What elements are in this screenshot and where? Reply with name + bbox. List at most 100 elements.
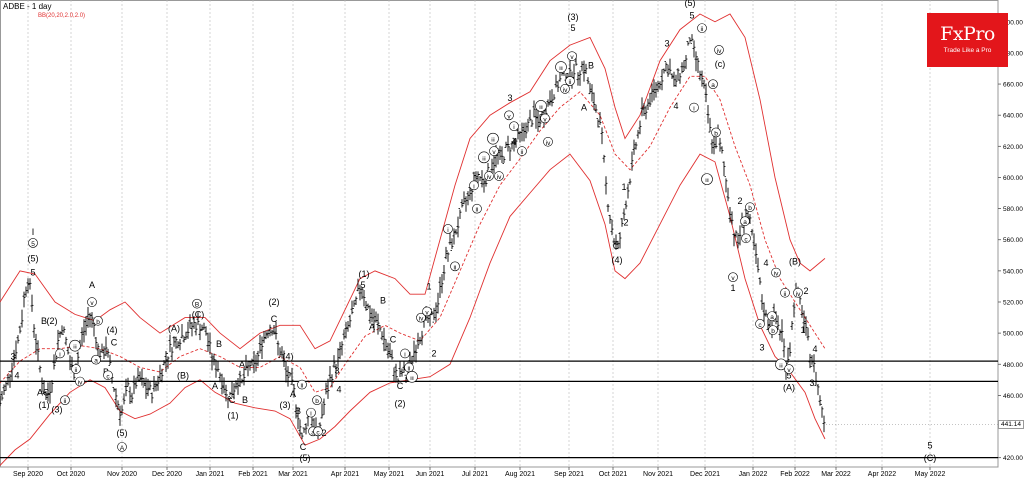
- wave-label: ii: [569, 79, 572, 86]
- x-tick-label: Sep 2021: [554, 471, 584, 478]
- wave-label: 4: [14, 370, 19, 380]
- wave-label-circle: [489, 146, 499, 156]
- wave-label-circle: [494, 171, 504, 181]
- wave-label: A: [89, 280, 95, 290]
- wave-label-circle: [740, 216, 750, 226]
- wave-label: ii: [784, 291, 787, 298]
- y-tick-label: 600.00: [1003, 175, 1023, 182]
- wave-label: ii: [75, 367, 78, 374]
- wave-label: (C): [192, 310, 205, 320]
- wave-label: iii: [539, 105, 542, 111]
- wave-label: 3: [809, 378, 814, 388]
- wave-label-circle: [540, 113, 550, 124]
- wave-label-circle: [192, 298, 202, 309]
- wave-label: B: [295, 406, 301, 416]
- wave-label-circle: [714, 45, 724, 55]
- wave-label: iv: [796, 291, 801, 298]
- wave-label-circle: [472, 203, 482, 214]
- x-tick-label: Dec 2020: [152, 471, 182, 478]
- wave-label: 4: [673, 101, 678, 111]
- wave-label: C: [300, 442, 307, 452]
- wave-label: ii: [454, 264, 457, 271]
- wave-label: B: [588, 60, 594, 70]
- wave-label: ii: [408, 365, 411, 372]
- wave-label: C: [390, 334, 397, 344]
- y-tick-label: 560.00: [1003, 237, 1023, 244]
- wave-label: c: [758, 322, 762, 329]
- wave-label: 3: [507, 93, 512, 103]
- wave-label: (5): [685, 0, 696, 8]
- wave-label-circle: [784, 364, 794, 374]
- wave-label-circle: [535, 100, 547, 112]
- wave-label: (5): [117, 428, 128, 438]
- wave-label: 3: [334, 366, 339, 376]
- wave-label: iii: [410, 376, 413, 382]
- x-tick-label: Apr 2021: [331, 471, 360, 478]
- wave-label: A: [212, 381, 218, 391]
- wave-label-circle: [517, 146, 527, 156]
- wave-label: (1): [359, 269, 370, 279]
- wave-label: v: [90, 300, 94, 307]
- wave-label: (4): [612, 255, 623, 265]
- wave-label: (1): [228, 411, 239, 421]
- wave-label: 1: [730, 283, 735, 293]
- wave-label: iii: [491, 138, 494, 144]
- wave-label-circle: [771, 267, 781, 278]
- bollinger-middle-line: [0, 75, 826, 393]
- y-tick-label: 420.00: [1003, 455, 1023, 462]
- wave-label: (2): [269, 297, 280, 307]
- wave-label: (4): [283, 352, 294, 362]
- wave-label: I: [32, 227, 35, 237]
- wave-label: iv: [563, 87, 568, 94]
- wave-label: iii: [779, 363, 782, 369]
- wave-label: (c): [715, 59, 726, 69]
- wave-label: 5: [570, 23, 575, 33]
- wave-label-circle: [775, 358, 787, 371]
- wave-label: iii: [559, 66, 562, 72]
- wave-label: (B): [177, 370, 189, 380]
- fxpro-logo: FxPro Trade Like a Pro: [927, 13, 1008, 67]
- wave-label-circle: [450, 261, 460, 272]
- wave-label: C: [43, 387, 50, 397]
- wave-label: b: [748, 205, 752, 212]
- wave-label: 5: [927, 440, 932, 450]
- wave-label-circle: [780, 287, 790, 298]
- wave-label: i: [513, 124, 514, 131]
- y-tick-label: 680.00: [1003, 50, 1023, 57]
- wave-label: i: [473, 183, 474, 190]
- x-tick-label: Mar 2022: [821, 471, 851, 478]
- wave-label: c: [744, 236, 748, 243]
- indicator-label: BB(20,20,2.0,2.0): [38, 13, 86, 19]
- wave-label: v: [731, 275, 735, 282]
- logo-tagline: Trade Like a Pro: [943, 47, 992, 54]
- wave-label: B: [380, 296, 386, 306]
- x-tick-label: Apr 2022: [868, 471, 897, 478]
- x-tick-label: Nov 2021: [643, 471, 673, 478]
- wave-label-circle: [469, 180, 479, 191]
- wave-label: iv: [419, 316, 424, 323]
- wave-label: C: [111, 338, 118, 348]
- wave-label-circle: [400, 348, 410, 359]
- y-tick-label: 520.00: [1003, 299, 1023, 306]
- wave-label: C: [229, 395, 236, 405]
- wave-label: c: [106, 373, 110, 380]
- wave-label: v: [787, 367, 791, 374]
- wave-label: iii: [482, 156, 485, 162]
- wave-label-circle: [728, 272, 738, 283]
- wave-label: (5): [28, 254, 39, 264]
- wave-label: 2: [623, 218, 628, 228]
- wave-label-circle: [741, 233, 751, 244]
- x-tick-label: Sep 2020: [13, 471, 43, 478]
- wave-label-circle: [504, 110, 514, 121]
- wave-label: 5: [689, 11, 694, 21]
- wave-label: 4: [812, 344, 817, 354]
- wave-label: 2: [431, 348, 436, 358]
- wave-label: v: [507, 113, 511, 120]
- wave-label: A: [369, 322, 375, 332]
- wave-label-circle: [565, 76, 575, 86]
- wave-label-circle: [701, 173, 713, 185]
- wave-label: 2: [803, 286, 808, 296]
- chart-title: ADBE - 1 day: [3, 2, 52, 11]
- wave-label-circle: [567, 51, 577, 61]
- wave-label: 5: [360, 280, 365, 290]
